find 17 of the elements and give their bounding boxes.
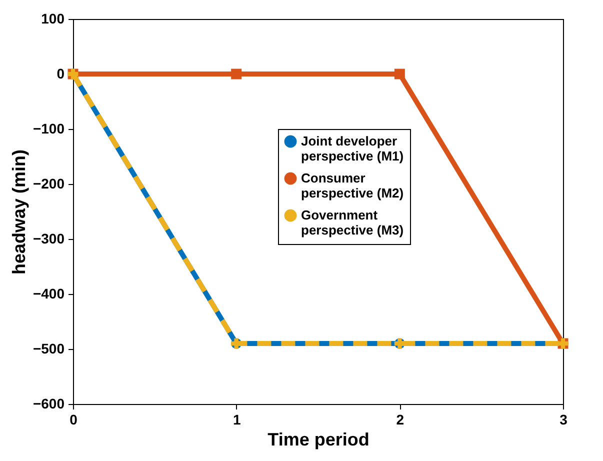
x-tick-label: 3 xyxy=(560,412,568,428)
x-tick-label: 1 xyxy=(232,412,241,428)
x-tick-label: 0 xyxy=(70,412,78,428)
legend-label: Joint developer perspective (M1) xyxy=(301,134,404,164)
y-tick-label: −200 xyxy=(32,176,65,192)
y-tick-label: −500 xyxy=(32,340,65,356)
y-tick-label: −600 xyxy=(32,396,65,412)
y-tick-label: −100 xyxy=(32,120,65,136)
y-tick-label: 100 xyxy=(41,10,65,26)
legend-label: Consumer perspective (M2) xyxy=(301,170,404,200)
y-tick-label: −400 xyxy=(32,286,65,302)
legend-label: Government perspective (M3) xyxy=(301,208,404,238)
y-tick-label: 0 xyxy=(56,66,65,82)
x-tick-label: 2 xyxy=(396,412,404,428)
y-tick-label: −300 xyxy=(32,230,65,246)
y-axis-title: headway (min) xyxy=(8,149,29,275)
x-axis-title: Time period xyxy=(268,430,370,450)
